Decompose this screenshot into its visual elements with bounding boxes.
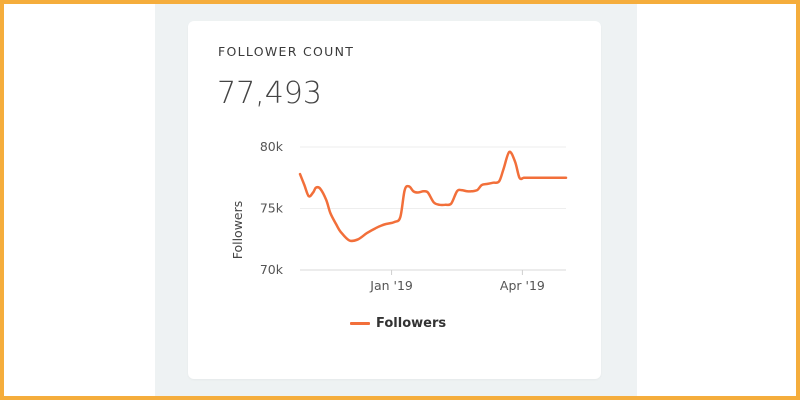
y-tick-label: 70k <box>260 262 284 277</box>
x-tick-label: Jan '19 <box>369 278 413 293</box>
follower-count-card: FOLLOWER COUNT 77,493 70k 75k 80k Jan '19 Ap… <box>188 21 601 379</box>
follower-line-chart: 70k 75k 80k Jan '19 Apr '19 Followers <box>230 139 568 293</box>
y-tick-label: 75k <box>260 201 284 216</box>
legend-label-followers: Followers <box>376 316 447 331</box>
x-tick-label: Apr '19 <box>500 278 545 293</box>
follower-total-value: 77,493 <box>217 76 322 111</box>
legend-swatch <box>350 322 370 325</box>
y-axis-label: Followers <box>230 201 245 260</box>
followers-series-line <box>298 150 568 243</box>
chart-legend[interactable]: Followers <box>350 316 446 331</box>
card-title: FOLLOWER COUNT <box>218 44 355 59</box>
y-tick-label: 80k <box>260 139 284 154</box>
